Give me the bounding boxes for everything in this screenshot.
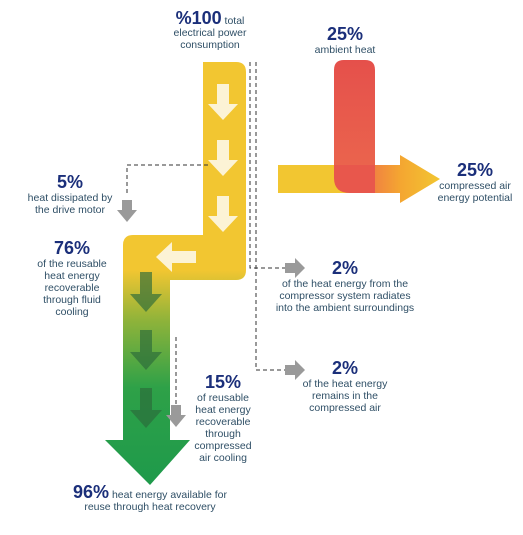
air-cooling-label: 15% of reusable heat energy recoverable …	[188, 372, 258, 464]
ambient-heat-value: 25%	[300, 24, 390, 44]
ambient-heat-text: ambient heat	[315, 44, 376, 56]
remains-value: 2%	[290, 358, 400, 378]
compressed-air-label: 25% compressed air energy potential	[430, 160, 520, 204]
total-value: %100	[176, 8, 222, 28]
radiates-text: of the heat energy from the compressor s…	[276, 278, 414, 314]
reuse-value: 96%	[73, 482, 109, 502]
radiates-value: 2%	[270, 258, 420, 278]
drive-motor-leader	[127, 165, 208, 195]
drive-motor-text: heat dissipated by the drive motor	[28, 192, 113, 216]
fluid-cooling-value: 76%	[32, 238, 112, 258]
remains-text: of the heat energy remains in the compre…	[303, 378, 388, 414]
compressed-air-value: 25%	[430, 160, 520, 180]
remains-leader	[256, 62, 285, 370]
reuse-label: 96% heat energy available for reuse thro…	[70, 486, 230, 513]
remains-label: 2% of the heat energy remains in the com…	[290, 358, 400, 414]
total-label: %100 total electrical power consumption	[160, 12, 260, 51]
air-cooling-value: 15%	[188, 372, 258, 392]
drive-motor-arrow	[117, 200, 137, 222]
drive-motor-value: 5%	[24, 172, 116, 192]
air-cooling-text: of reusable heat energy recoverable thro…	[194, 392, 251, 464]
ambient-heat-flow	[334, 60, 375, 165]
ambient-heat-label: 25% ambient heat	[300, 24, 390, 56]
drive-motor-label: 5% heat dissipated by the drive motor	[24, 172, 116, 216]
fluid-cooling-text: of the reusable heat energy recoverable …	[37, 258, 106, 318]
fluid-cooling-label: 76% of the reusable heat energy recovera…	[32, 238, 112, 318]
compressed-air-text: compressed air energy potential	[438, 180, 513, 204]
ambient-heat-corner	[334, 165, 375, 193]
radiates-label: 2% of the heat energy from the compresso…	[270, 258, 420, 314]
